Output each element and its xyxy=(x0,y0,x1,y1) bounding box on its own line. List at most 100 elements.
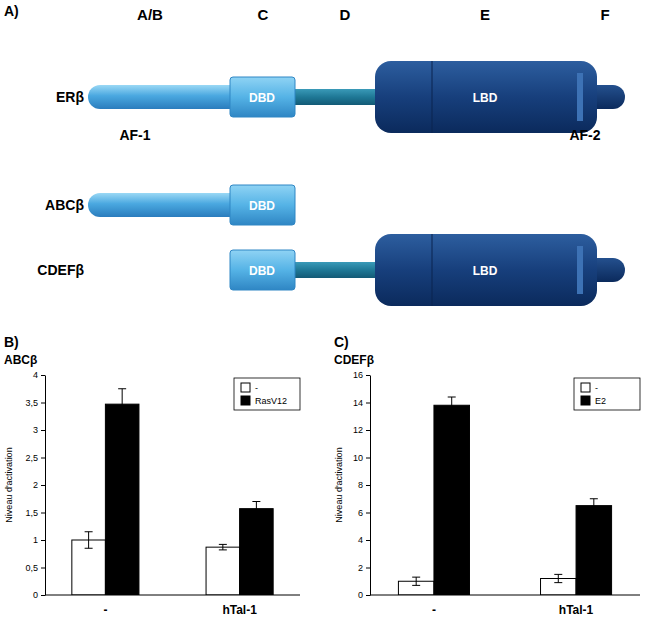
tick-label: 1 xyxy=(33,535,38,545)
panel-label: A) xyxy=(4,3,19,19)
plot-area xyxy=(398,397,611,595)
error-cap xyxy=(590,498,598,499)
tick: 0 xyxy=(33,590,45,600)
construct: ABCβDBD xyxy=(45,185,295,225)
bar xyxy=(206,547,240,595)
tick-mark xyxy=(41,375,45,376)
tick: 8 xyxy=(358,480,370,490)
tick: - xyxy=(432,603,436,617)
tick-mark xyxy=(366,430,370,431)
tick-mark xyxy=(366,540,370,541)
tick-mark xyxy=(41,430,45,431)
chart: C)CDEFβNiveau d'activation0246810121416-… xyxy=(334,334,640,617)
legend-swatch xyxy=(581,383,590,392)
tick: 16 xyxy=(353,370,370,380)
tick-label: - xyxy=(103,603,107,617)
domain-label: LBD xyxy=(473,264,498,278)
axis-line xyxy=(45,595,300,596)
error-cap xyxy=(412,577,420,578)
bar xyxy=(105,404,139,595)
domain-label: DBD xyxy=(249,199,275,213)
region-label: D xyxy=(340,6,351,23)
error-bar xyxy=(554,574,562,582)
tick-label: 1,5 xyxy=(25,508,38,518)
error-cap xyxy=(118,419,126,420)
tick-label: 2 xyxy=(358,563,363,573)
axis-line xyxy=(370,595,640,596)
panel-label: B) xyxy=(4,334,19,350)
tick-label: 14 xyxy=(353,398,363,408)
tick-label: 3 xyxy=(33,425,38,435)
construct: CDEFβDBDLBD xyxy=(37,234,625,306)
ab-domain xyxy=(88,193,248,217)
tick-mark xyxy=(366,458,370,459)
y-axis-title: Niveau d'activation xyxy=(334,447,344,522)
e-domain xyxy=(375,61,597,133)
error-cap xyxy=(554,574,562,575)
chart-title: ABCβ xyxy=(4,353,37,367)
dbd-domain xyxy=(230,250,295,290)
e-divider xyxy=(432,234,433,306)
tick-mark xyxy=(366,595,370,596)
tick: hTal-1 xyxy=(222,603,257,617)
construct-name: CDEFβ xyxy=(37,262,84,278)
tick-label: 2 xyxy=(33,480,38,490)
error-bar xyxy=(590,499,598,513)
tick-mark xyxy=(366,375,370,376)
chart: B)ABCβNiveau d'activation00,511,522,533,… xyxy=(4,334,300,617)
tick: 4 xyxy=(33,370,45,380)
figure: A)A/BCDEFERβDBDLBDAF-1AF-2ABCβDBDCDEFβDB… xyxy=(0,0,655,633)
legend-frame xyxy=(574,378,640,410)
tick-mark xyxy=(41,458,45,459)
legend-label: - xyxy=(255,383,258,393)
tick-label: 8 xyxy=(358,480,363,490)
domain-label: LBD xyxy=(473,91,498,105)
error-bar xyxy=(252,502,260,516)
tick-label: 4 xyxy=(358,535,363,545)
tick: - xyxy=(103,603,107,617)
dbd-domain xyxy=(230,77,295,117)
tick-mark xyxy=(366,568,370,569)
tick-label: - xyxy=(432,603,436,617)
error-cap xyxy=(85,531,93,532)
tick: 0 xyxy=(358,590,370,600)
region-label: F xyxy=(600,6,609,23)
af2-stripe xyxy=(577,246,583,294)
d-domain xyxy=(290,262,382,278)
legend-label: - xyxy=(595,383,598,393)
panel-label: C) xyxy=(334,334,349,350)
tick: 2 xyxy=(33,480,45,490)
tick: 0,5 xyxy=(25,563,45,573)
tick-label: 3,5 xyxy=(25,398,38,408)
region-label: A/B xyxy=(137,6,163,23)
error-cap xyxy=(118,388,126,389)
tick-mark xyxy=(41,485,45,486)
tick-mark xyxy=(366,485,370,486)
tick: 3,5 xyxy=(25,398,45,408)
af-label: AF-1 xyxy=(119,127,150,143)
y-axis-title: Niveau d'activation xyxy=(4,447,14,522)
construct-name: ERβ xyxy=(56,89,84,105)
e-domain xyxy=(375,234,597,306)
dbd-domain xyxy=(230,185,295,225)
error-bar xyxy=(412,577,420,585)
tick: 4 xyxy=(358,535,370,545)
bar xyxy=(576,506,612,595)
error-cap xyxy=(219,544,227,545)
x-axis: - hTal-1 xyxy=(45,595,300,617)
region-label: E xyxy=(480,6,490,23)
tick-label: 4 xyxy=(33,370,38,380)
tick-mark xyxy=(41,540,45,541)
error-stem xyxy=(88,532,89,549)
error-stem xyxy=(416,577,417,585)
domain-label: DBD xyxy=(249,91,275,105)
error-cap xyxy=(85,548,93,549)
tick-mark xyxy=(366,403,370,404)
tick: 1,5 xyxy=(25,508,45,518)
error-cap xyxy=(252,515,260,516)
axis-line xyxy=(370,376,371,596)
tick-mark xyxy=(366,513,370,514)
error-stem xyxy=(122,389,123,420)
x-axis: -hTal-1 xyxy=(370,595,640,617)
tick-mark xyxy=(41,403,45,404)
